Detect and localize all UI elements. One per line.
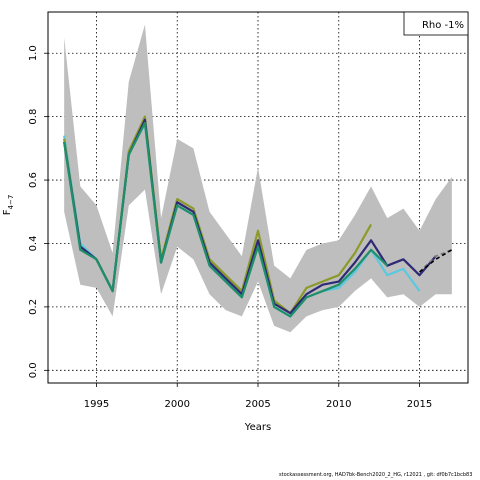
y-tick-label: 0.8	[28, 109, 39, 125]
footer-credit: stockassessment.org, HAD7bk-Bench2020_2_…	[279, 472, 473, 478]
x-tick-label: 2015	[407, 399, 432, 410]
y-axis-label-main: F	[2, 209, 13, 215]
x-tick-label: 2000	[165, 399, 190, 410]
y-tick-label: 0.4	[28, 236, 39, 252]
confidence-band-layer	[64, 24, 452, 333]
x-axis-label: Years	[244, 422, 271, 433]
x-tick-label: 2005	[245, 399, 270, 410]
x-ticks: 1995 2000 2005 2010 2015	[84, 383, 432, 410]
legend-text: Rho -1%	[422, 20, 464, 31]
x-tick-label: 2010	[326, 399, 351, 410]
series-line-4	[63, 121, 389, 318]
x-tick-label: 1995	[84, 399, 109, 410]
y-tick-label: 1.0	[28, 45, 39, 61]
y-ticks: 0.0 0.2 0.4 0.6 0.8 1.0	[28, 45, 48, 378]
y-axis-label-sub: 4−7	[7, 195, 15, 210]
series-layer	[63, 115, 453, 318]
series-line-5	[418, 249, 453, 273]
legend: Rho -1%	[403, 11, 469, 36]
legend-box	[403, 11, 469, 36]
y-tick-label: 0.6	[28, 172, 39, 188]
y-tick-label: 0.2	[28, 299, 39, 315]
y-axis-label: F4−7	[2, 195, 15, 216]
confidence-band	[64, 24, 452, 333]
y-tick-label: 0.0	[28, 362, 39, 378]
